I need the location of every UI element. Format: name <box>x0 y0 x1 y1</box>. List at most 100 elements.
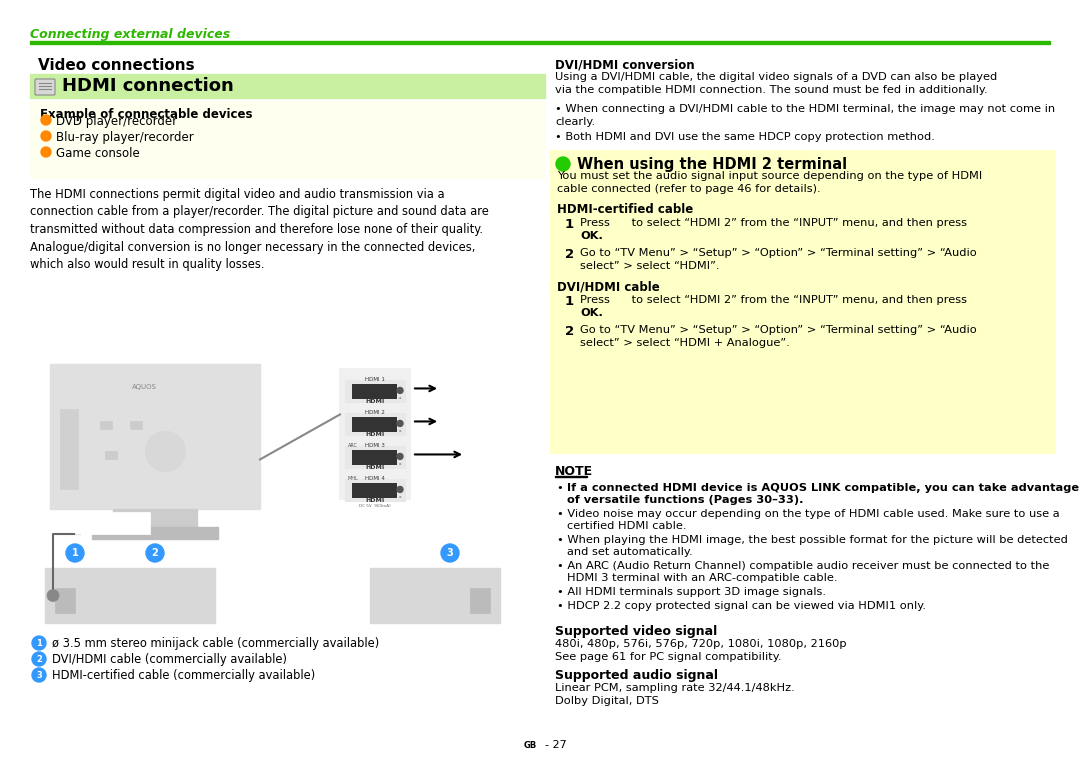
Text: HDMI 2 / PC: HDMI 2 / PC <box>97 520 126 524</box>
Bar <box>30 102 545 178</box>
Text: You must set the audio signal input source depending on the type of HDMI
cable c: You must set the audio signal input sour… <box>557 171 982 195</box>
Bar <box>30 40 1050 44</box>
Text: 1: 1 <box>36 639 42 648</box>
Text: Video connections: Video connections <box>38 58 194 73</box>
Text: OK.: OK. <box>580 231 603 241</box>
Text: 1: 1 <box>565 218 575 231</box>
Circle shape <box>397 453 403 459</box>
Text: ø 3.5 mm stereo minijack cable (commercially available): ø 3.5 mm stereo minijack cable (commerci… <box>52 637 379 650</box>
Text: a: a <box>399 462 402 466</box>
Circle shape <box>66 544 84 562</box>
Text: HDMI 1: HDMI 1 <box>365 378 384 382</box>
Text: HDMI: HDMI <box>365 498 384 504</box>
Circle shape <box>41 147 51 157</box>
Bar <box>50 365 260 510</box>
Text: Go to “TV Menu” > “Setup” > “Option” > “Terminal setting” > “Audio
select” > sel: Go to “TV Menu” > “Setup” > “Option” > “… <box>580 248 976 271</box>
Text: DC 5V  900mA): DC 5V 900mA) <box>360 504 391 508</box>
Text: AUDIO (L/R): AUDIO (L/R) <box>97 526 126 532</box>
Text: and set automatically.: and set automatically. <box>567 547 692 557</box>
Text: HDMI 3 terminal with an ARC-compatible cable.: HDMI 3 terminal with an ARC-compatible c… <box>567 573 837 583</box>
Text: Press      to select “HDMI 2” from the “INPUT” menu, and then press: Press to select “HDMI 2” from the “INPUT… <box>580 295 967 305</box>
Text: Go to “TV Menu” > “Setup” > “Option” > “Terminal setting” > “Audio
select” > sel: Go to “TV Menu” > “Setup” > “Option” > “… <box>580 325 976 348</box>
Text: HDMI: HDMI <box>365 433 384 437</box>
Text: 2: 2 <box>565 325 575 338</box>
Text: 2: 2 <box>151 548 159 558</box>
Text: • An ARC (Audio Return Channel) compatible audio receiver must be connected to t: • An ARC (Audio Return Channel) compatib… <box>557 561 1050 571</box>
Text: HDMI 2: HDMI 2 <box>365 410 384 415</box>
Bar <box>100 421 112 430</box>
Bar <box>345 446 405 468</box>
Bar <box>60 410 78 489</box>
Circle shape <box>48 590 59 601</box>
Text: MHL: MHL <box>348 476 359 481</box>
Text: Blu-ray player/recorder: Blu-ray player/recorder <box>56 131 193 144</box>
Bar <box>550 150 1055 453</box>
Circle shape <box>32 668 46 682</box>
Bar <box>470 588 490 613</box>
Text: HDMI 4: HDMI 4 <box>365 476 384 481</box>
Bar <box>92 527 218 539</box>
Bar <box>30 74 545 98</box>
Circle shape <box>556 157 570 171</box>
Text: HDMI: HDMI <box>365 465 384 471</box>
Text: HDMI-certified cable (commercially available): HDMI-certified cable (commercially avail… <box>52 669 315 682</box>
Text: OK.: OK. <box>580 308 603 318</box>
Bar <box>105 452 117 459</box>
Bar <box>113 510 197 530</box>
Circle shape <box>32 636 46 650</box>
Text: 3: 3 <box>447 548 454 558</box>
Text: Game console: Game console <box>56 147 139 160</box>
Text: a: a <box>399 495 402 500</box>
Text: HDMI 3: HDMI 3 <box>365 443 384 449</box>
Text: • Both HDMI and DVI use the same HDCP copy protection method.: • Both HDMI and DVI use the same HDCP co… <box>555 132 935 142</box>
Text: 3: 3 <box>36 671 42 680</box>
Text: Example of connectable devices: Example of connectable devices <box>40 108 253 121</box>
Text: • When playing the HDMI image, the best possible format for the picture will be : • When playing the HDMI image, the best … <box>557 535 1068 545</box>
Text: DVI/HDMI cable: DVI/HDMI cable <box>557 280 660 293</box>
Text: 1: 1 <box>565 295 575 308</box>
Text: HDMI connection: HDMI connection <box>62 77 233 95</box>
Text: Connecting external devices: Connecting external devices <box>30 28 230 41</box>
Text: 2: 2 <box>36 655 42 664</box>
Text: GB: GB <box>524 741 537 749</box>
Circle shape <box>41 131 51 141</box>
Text: AQUOS: AQUOS <box>132 385 157 391</box>
Text: a: a <box>399 397 402 401</box>
Text: DVI/HDMI conversion: DVI/HDMI conversion <box>555 58 694 71</box>
Text: of versatile functions (Pages 30–33).: of versatile functions (Pages 30–33). <box>567 495 804 505</box>
Text: When using the HDMI 2 terminal: When using the HDMI 2 terminal <box>577 157 847 172</box>
Text: The HDMI connections permit digital video and audio transmission via a
connectio: The HDMI connections permit digital vide… <box>30 188 489 271</box>
Text: Linear PCM, sampling rate 32/44.1/48kHz.
Dolby Digital, DTS: Linear PCM, sampling rate 32/44.1/48kHz.… <box>555 683 795 707</box>
Text: a: a <box>399 430 402 433</box>
Text: ARC: ARC <box>348 443 357 449</box>
Circle shape <box>397 388 403 394</box>
Bar <box>345 414 405 436</box>
Circle shape <box>397 487 403 492</box>
Text: DVD player/recorder: DVD player/recorder <box>56 115 177 128</box>
Bar <box>345 381 405 402</box>
Bar <box>352 450 397 465</box>
Text: Press      to select “HDMI 2” from the “INPUT” menu, and then press: Press to select “HDMI 2” from the “INPUT… <box>580 218 967 228</box>
Circle shape <box>41 115 51 125</box>
Circle shape <box>397 420 403 427</box>
Circle shape <box>32 652 46 666</box>
Bar <box>340 369 410 500</box>
Bar <box>75 513 150 534</box>
Text: • HDCP 2.2 copy protected signal can be viewed via HDMI1 only.: • HDCP 2.2 copy protected signal can be … <box>557 601 926 611</box>
Text: Using a DVI/HDMI cable, the digital video signals of a DVD can also be played
vi: Using a DVI/HDMI cable, the digital vide… <box>555 72 997 95</box>
Text: Supported video signal: Supported video signal <box>555 625 717 638</box>
Text: 480i, 480p, 576i, 576p, 720p, 1080i, 1080p, 2160p
See page 61 for PC signal comp: 480i, 480p, 576i, 576p, 720p, 1080i, 108… <box>555 639 847 662</box>
Text: certified HDMI cable.: certified HDMI cable. <box>567 521 687 531</box>
Text: - 27: - 27 <box>545 740 567 750</box>
Text: HDMI-certified cable: HDMI-certified cable <box>557 203 693 216</box>
Bar <box>370 568 500 623</box>
Bar <box>345 479 405 501</box>
Bar <box>352 417 397 433</box>
Text: 1: 1 <box>71 548 79 558</box>
Bar <box>352 385 397 400</box>
Bar <box>352 484 397 498</box>
Text: NOTE: NOTE <box>555 465 593 478</box>
Bar <box>130 421 141 430</box>
Text: • Video noise may occur depending on the type of HDMI cable used. Make sure to u: • Video noise may occur depending on the… <box>557 509 1059 519</box>
Text: DVI/HDMI cable (commercially available): DVI/HDMI cable (commercially available) <box>52 653 287 666</box>
